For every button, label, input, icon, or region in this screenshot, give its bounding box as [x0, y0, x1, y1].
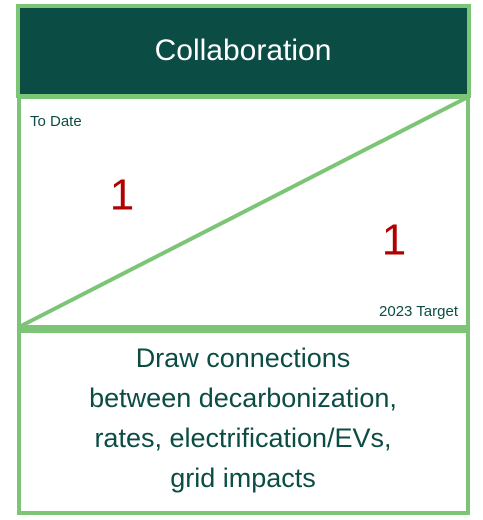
diagonal-divider [18, 95, 469, 329]
header-band [16, 4, 471, 98]
description-line: grid impacts [170, 463, 316, 493]
target-label: 2023 Target [379, 303, 459, 320]
to-date-label: To Date [30, 113, 82, 130]
header-title: Collaboration [155, 34, 332, 67]
description-line: rates, electrification/EVs, [94, 423, 391, 453]
description: Draw connections between decarbonization,… [89, 343, 397, 493]
description-line: between decarbonization, [89, 383, 397, 413]
description-box [17, 329, 470, 515]
to-date-value: 1 [110, 171, 134, 220]
target-value: 1 [382, 216, 406, 265]
description-line: Draw connections [136, 343, 351, 373]
